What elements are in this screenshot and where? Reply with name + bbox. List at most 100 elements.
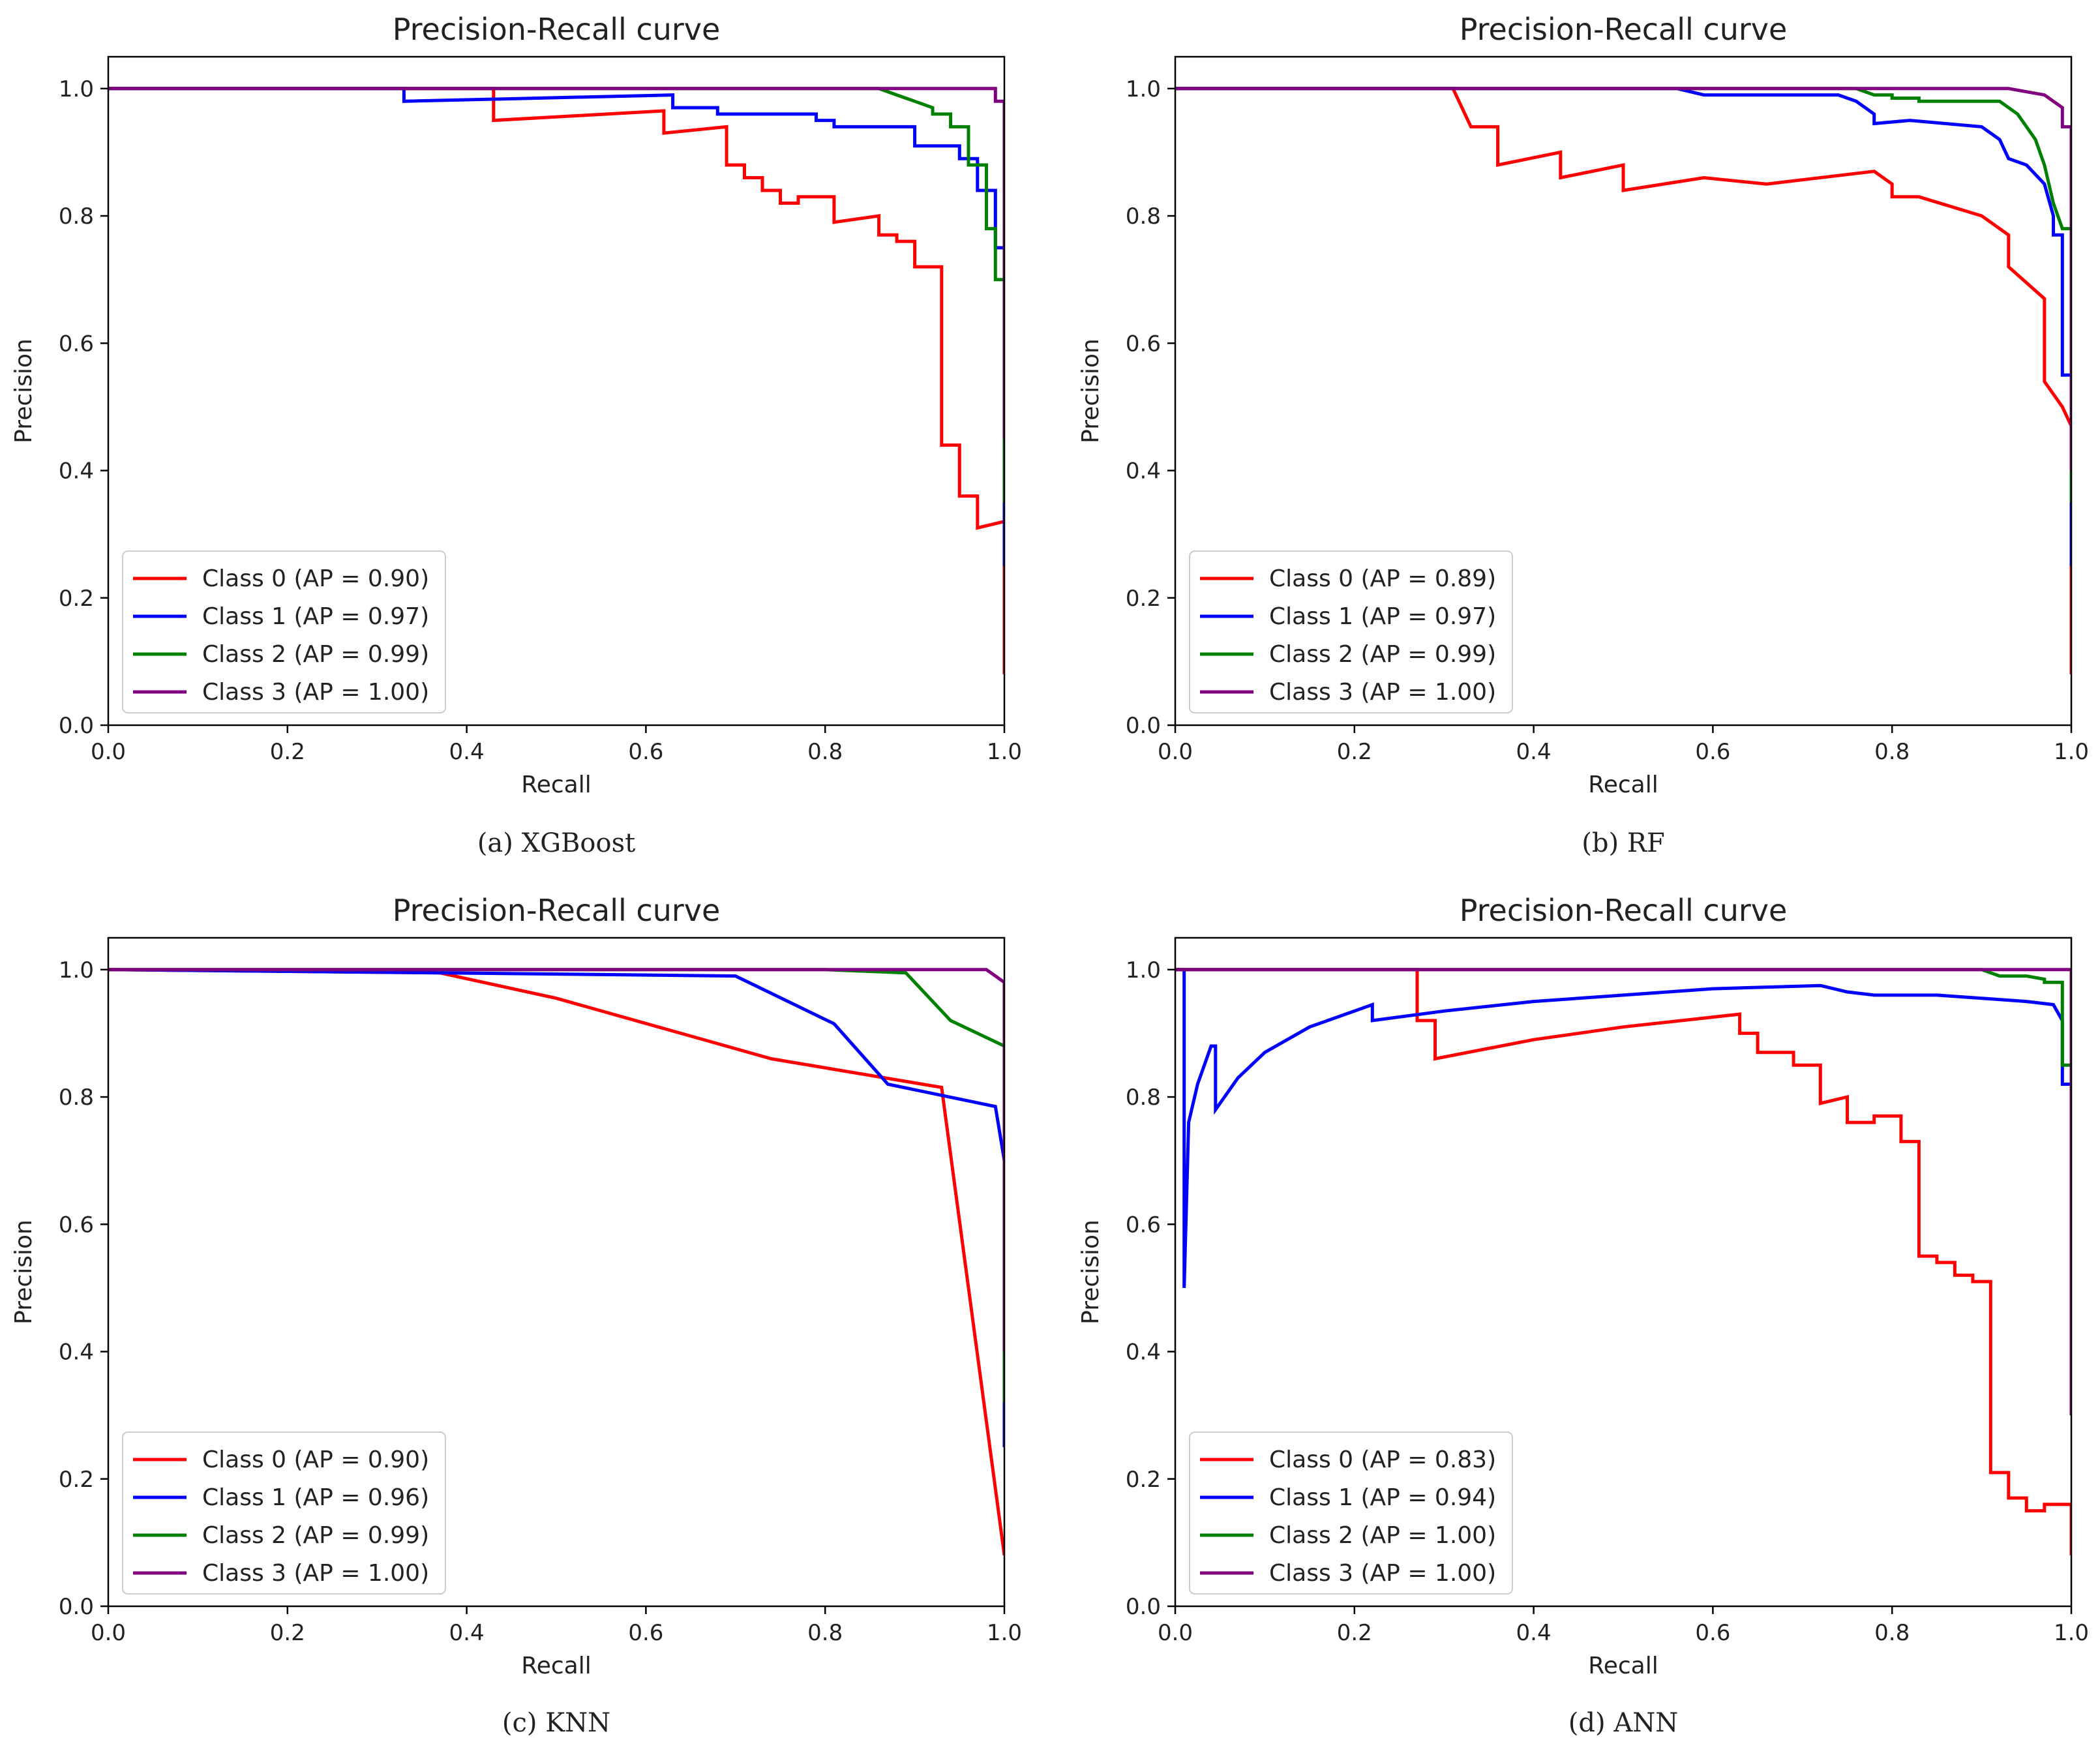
chart-title: Precision-Recall curve <box>393 12 721 47</box>
legend-box <box>1189 1431 1513 1595</box>
x-tick-label: 0.0 <box>1158 1620 1193 1646</box>
series-line-class-1 <box>108 87 1004 566</box>
y-tick-label: 0.8 <box>59 1085 94 1111</box>
legend-label-class-2: Class 2 (AP = 0.99) <box>202 641 429 668</box>
figure-caption: (a) XGBoost <box>477 828 635 858</box>
legend-label-class-0: Class 0 (AP = 0.90) <box>202 1446 429 1473</box>
series-group <box>108 87 1004 674</box>
x-tick-label: 0.6 <box>1695 739 1730 765</box>
series-group <box>1175 968 2071 1555</box>
x-tick-label: 0.2 <box>270 739 305 765</box>
figure-caption: (c) KNN <box>502 1708 610 1738</box>
chart-panel-2: Precision-Recall curve 0.0 0.2 0.4 0.6 0.8 1.0… <box>10 893 1022 1738</box>
plot-frame <box>107 55 1006 727</box>
chart-panel-3: Precision-Recall curve 0.0 0.2 0.4 0.6 0.8 1.0… <box>1077 893 2089 1738</box>
x-tick-label: 0.4 <box>1516 1620 1552 1646</box>
y-axis-label: Precision <box>10 1220 37 1325</box>
figure-caption: (d) ANN <box>1568 1708 1678 1738</box>
legend-label-class-3: Class 3 (AP = 1.00) <box>1269 679 1496 706</box>
x-tick-label: 0.2 <box>270 1620 305 1646</box>
x-tick-label: 1.0 <box>987 1620 1022 1646</box>
x-tick-label: 1.0 <box>2054 739 2089 765</box>
legend-box <box>122 1431 446 1595</box>
x-tick-label: 1.0 <box>2054 1620 2089 1646</box>
y-tick-label: 0.4 <box>59 458 94 485</box>
legend-label-class-3: Class 3 (AP = 1.00) <box>202 679 429 706</box>
series-line-class-0 <box>108 87 1004 674</box>
y-tick-label: 0.8 <box>1126 203 1161 230</box>
legend-label-class-0: Class 0 (AP = 0.89) <box>1269 565 1496 592</box>
y-tick-label: 0.0 <box>1126 1594 1161 1620</box>
x-axis-label: Recall <box>1588 772 1658 798</box>
legend: Class 0 (AP = 0.89) Class 1 (AP = 0.97) Cl… <box>1189 550 1513 713</box>
y-tick-label: 0.4 <box>1126 1340 1161 1366</box>
x-tick-label: 0.6 <box>628 1620 663 1646</box>
series-line-class-1 <box>1175 87 2071 566</box>
chart-panel-1: Precision-Recall curve 0.0 0.2 0.4 0.6 0.8 1.0… <box>1077 12 2089 858</box>
x-tick-label: 0.8 <box>1874 739 1910 765</box>
x-tick-label: 0.0 <box>91 739 126 765</box>
plot-frame <box>107 936 1006 1608</box>
x-tick-label: 0.6 <box>1695 1620 1730 1646</box>
series-group <box>1175 87 2071 674</box>
legend-label-class-1: Class 1 (AP = 0.97) <box>202 603 429 630</box>
series-line-class-0 <box>1175 968 2071 1555</box>
x-tick-label: 1.0 <box>987 739 1022 765</box>
series-line-class-2 <box>1175 968 2071 1416</box>
x-tick-label: 0.2 <box>1337 739 1372 765</box>
y-tick-label: 0.4 <box>1126 458 1161 485</box>
x-axis-label: Recall <box>521 1653 591 1679</box>
series-line-class-3 <box>1175 968 2071 1416</box>
y-tick-label: 0.0 <box>1126 713 1161 739</box>
x-tick-label: 0.6 <box>628 739 663 765</box>
x-tick-label: 0.4 <box>449 1620 485 1646</box>
y-tick-label: 0.6 <box>1126 331 1161 357</box>
series-line-class-2 <box>108 87 1004 503</box>
series-line-class-2 <box>108 968 1004 1403</box>
legend-label-class-1: Class 1 (AP = 0.94) <box>1269 1484 1496 1511</box>
legend-label-class-2: Class 2 (AP = 0.99) <box>1269 641 1496 668</box>
legend-label-class-3: Class 3 (AP = 1.00) <box>1269 1560 1496 1587</box>
figure-caption: (b) RF <box>1582 828 1664 858</box>
legend: Class 0 (AP = 0.83) Class 1 (AP = 0.94) Cl… <box>1189 1431 1513 1595</box>
x-tick-label: 0.8 <box>1874 1620 1910 1646</box>
legend-label-class-1: Class 1 (AP = 0.96) <box>202 1484 429 1511</box>
legend-label-class-3: Class 3 (AP = 1.00) <box>202 1560 429 1587</box>
y-tick-label: 0.0 <box>59 1594 94 1620</box>
x-tick-label: 0.0 <box>91 1620 126 1646</box>
series-group <box>108 968 1004 1556</box>
x-axis-label: Recall <box>521 772 591 798</box>
y-tick-label: 0.2 <box>59 586 94 612</box>
y-tick-label: 0.6 <box>59 331 94 357</box>
series-line-class-2 <box>1175 87 2071 503</box>
y-tick-label: 0.2 <box>1126 586 1161 612</box>
legend-label-class-0: Class 0 (AP = 0.90) <box>202 565 429 592</box>
chart-title: Precision-Recall curve <box>393 893 721 928</box>
x-tick-label: 0.4 <box>1516 739 1552 765</box>
legend-label-class-2: Class 2 (AP = 0.99) <box>202 1522 429 1549</box>
y-tick-label: 0.0 <box>59 713 94 739</box>
y-axis-label: Precision <box>10 338 37 443</box>
y-axis-label: Precision <box>1077 338 1104 443</box>
chart-title: Precision-Recall curve <box>1460 893 1788 928</box>
chart-title: Precision-Recall curve <box>1460 12 1788 47</box>
y-tick-label: 0.8 <box>1126 1085 1161 1111</box>
x-tick-label: 0.4 <box>449 739 485 765</box>
x-tick-label: 0.8 <box>807 739 843 765</box>
series-line-class-1 <box>1175 968 2071 1416</box>
y-tick-label: 0.8 <box>59 203 94 230</box>
y-tick-label: 0.2 <box>59 1467 94 1493</box>
y-tick-label: 1.0 <box>59 76 94 102</box>
x-axis-label: Recall <box>1588 1653 1658 1679</box>
y-tick-label: 1.0 <box>59 957 94 983</box>
legend: Class 0 (AP = 0.90) Class 1 (AP = 0.97) Cl… <box>122 550 446 713</box>
chart-panel-0: Precision-Recall curve 0.0 0.2 0.4 0.6 0.8 1.0… <box>10 12 1022 858</box>
legend-label-class-1: Class 1 (AP = 0.97) <box>1269 603 1496 630</box>
legend-box <box>1189 550 1513 713</box>
y-tick-label: 0.2 <box>1126 1467 1161 1493</box>
series-line-class-1 <box>108 968 1004 1447</box>
y-tick-label: 0.6 <box>59 1212 94 1238</box>
y-tick-label: 1.0 <box>1126 957 1161 983</box>
legend: Class 0 (AP = 0.90) Class 1 (AP = 0.96) Cl… <box>122 1431 446 1595</box>
